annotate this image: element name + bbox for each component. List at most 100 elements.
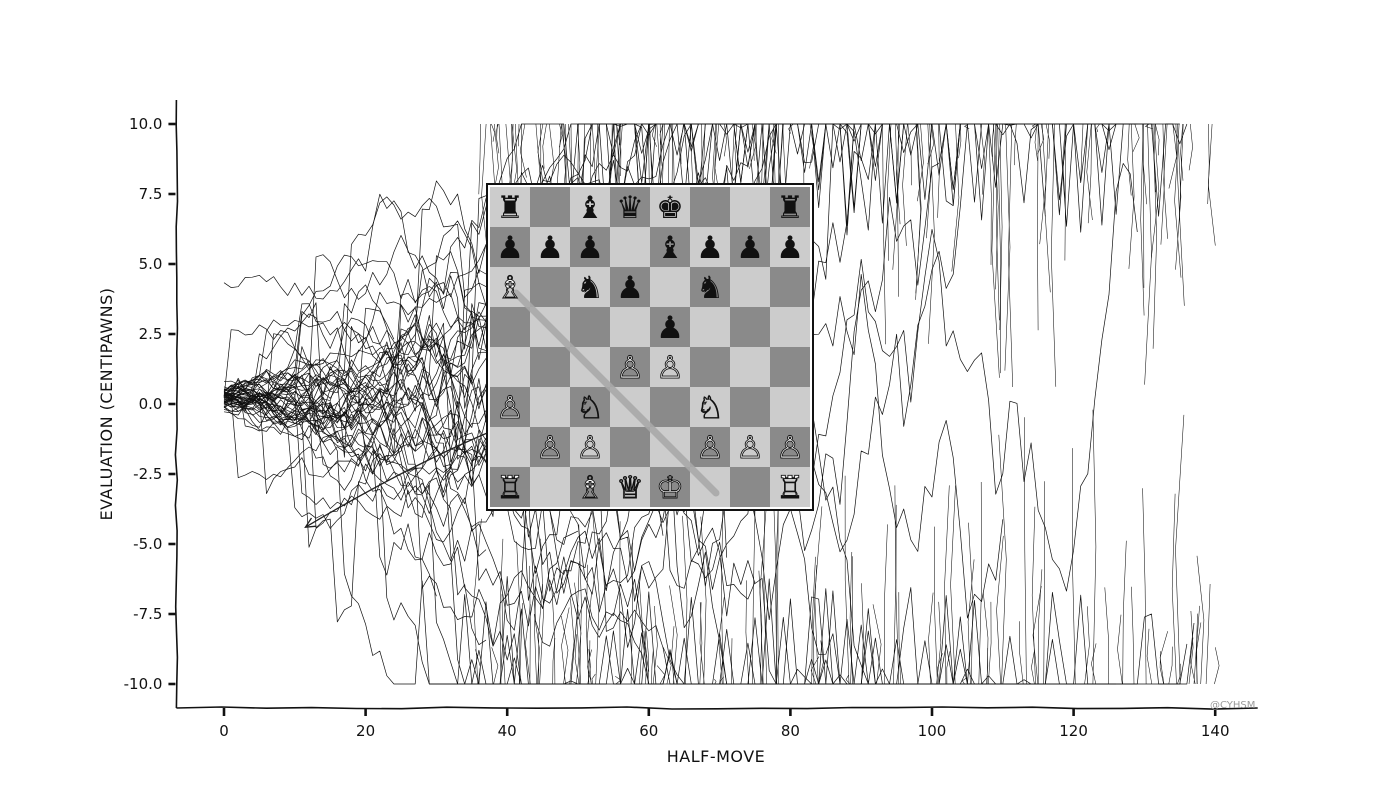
x-tick-label: 60	[639, 722, 658, 740]
evaluation-trace	[680, 123, 684, 165]
evaluation-trace	[950, 485, 956, 685]
evaluation-trace	[937, 123, 940, 218]
evaluation-trace	[927, 123, 934, 165]
evaluation-trace	[714, 679, 717, 685]
board-square	[650, 467, 690, 507]
board-square	[610, 187, 650, 227]
evaluation-trace	[902, 123, 908, 246]
evaluation-trace	[882, 123, 886, 345]
y-tick-label: 10.0	[129, 115, 162, 133]
evaluation-trace	[1180, 123, 1184, 181]
evaluation-trace	[1168, 123, 1177, 189]
board-square	[770, 467, 810, 507]
evaluation-trace	[223, 383, 529, 631]
evaluation-trace	[223, 394, 657, 685]
evaluation-trace	[1143, 123, 1147, 205]
evaluation-trace	[578, 524, 582, 685]
evaluation-trace	[811, 556, 816, 685]
evaluation-trace	[591, 673, 596, 685]
evaluation-trace	[996, 123, 1000, 321]
evaluation-trace	[937, 653, 943, 685]
chess-piece: ♟	[576, 230, 604, 266]
board-square	[530, 227, 570, 267]
x-tick-label: 40	[498, 722, 517, 740]
evaluation-trace	[814, 506, 823, 685]
board-square	[490, 427, 530, 467]
evaluation-trace	[652, 123, 657, 147]
evaluation-trace	[897, 123, 899, 297]
evaluation-trace	[223, 385, 437, 597]
board-square	[770, 227, 810, 267]
evaluation-trace	[1144, 123, 1152, 385]
evaluation-trace	[850, 556, 853, 685]
evaluation-trace	[936, 601, 942, 685]
y-axis-label: EVALUATION (CENTIPAWNS)	[97, 287, 116, 520]
evaluation-trace	[993, 123, 999, 290]
board-square	[610, 347, 650, 387]
evaluation-trace	[646, 631, 649, 685]
y-tick-label: 0.0	[139, 395, 163, 413]
evaluation-trace	[643, 630, 648, 685]
evaluation-trace	[1142, 123, 1145, 288]
board-square	[570, 267, 610, 307]
board-square	[650, 267, 690, 307]
evaluation-trace	[734, 123, 738, 173]
board-square	[530, 267, 570, 307]
evaluation-trace	[1193, 613, 1198, 685]
evaluation-trace	[1160, 123, 1165, 245]
evaluation-trace	[700, 516, 707, 685]
credit-watermark: @CYHSM	[1210, 700, 1255, 711]
evaluation-trace	[872, 604, 882, 685]
evaluation-trace	[1214, 647, 1220, 685]
board-square	[650, 307, 690, 347]
evaluation-trace	[944, 485, 950, 685]
board-square	[650, 187, 690, 227]
evaluation-trace	[887, 123, 892, 261]
chess-piece: ♟	[656, 310, 684, 346]
evaluation-trace	[810, 656, 820, 685]
evaluation-trace	[934, 526, 938, 685]
evaluation-trace	[552, 637, 556, 685]
evaluation-trace	[518, 123, 520, 147]
evaluation-trace	[576, 561, 582, 685]
board-square	[730, 467, 770, 507]
evaluation-trace	[699, 602, 703, 685]
evaluation-trace	[639, 582, 644, 685]
y-axis-line	[174, 99, 179, 709]
evaluation-trace	[961, 677, 968, 685]
chess-piece: ♙	[496, 390, 524, 426]
evaluation-trace	[1205, 583, 1211, 685]
evaluation-trace	[1092, 409, 1097, 685]
evaluation-trace	[1104, 587, 1109, 685]
evaluation-trace	[670, 123, 675, 192]
evaluation-trace	[896, 123, 901, 225]
evaluation-trace	[1014, 123, 1017, 166]
evaluation-trace	[491, 123, 495, 142]
board-square	[770, 187, 810, 227]
evaluation-trace	[1037, 123, 1039, 331]
evaluation-trace	[809, 123, 814, 169]
evaluation-trace	[1175, 123, 1182, 270]
evaluation-trace	[616, 123, 621, 146]
annotation-arrowhead	[304, 517, 317, 528]
chess-piece: ♖	[496, 470, 524, 506]
evaluation-trace	[1152, 123, 1157, 349]
evaluation-trace	[978, 481, 982, 685]
evaluation-trace	[884, 524, 888, 685]
y-tick-label: -2.5	[133, 465, 162, 483]
y-tick-label: 5.0	[139, 255, 163, 273]
chess-piece: ♞	[696, 270, 724, 306]
evaluation-trace	[534, 574, 537, 685]
evaluation-trace	[1171, 493, 1177, 685]
evaluation-trace	[1080, 123, 1084, 183]
chess-piece: ♜	[496, 190, 524, 226]
evaluation-trace	[1004, 123, 1011, 371]
board-square	[610, 227, 650, 267]
evaluation-trace	[980, 123, 985, 195]
evaluation-trace	[1084, 606, 1090, 685]
evaluation-trace	[1031, 650, 1035, 685]
evaluation-trace	[991, 123, 1000, 378]
board-square	[610, 427, 650, 467]
evaluation-trace	[771, 123, 777, 154]
y-tick-label: 2.5	[139, 325, 163, 343]
